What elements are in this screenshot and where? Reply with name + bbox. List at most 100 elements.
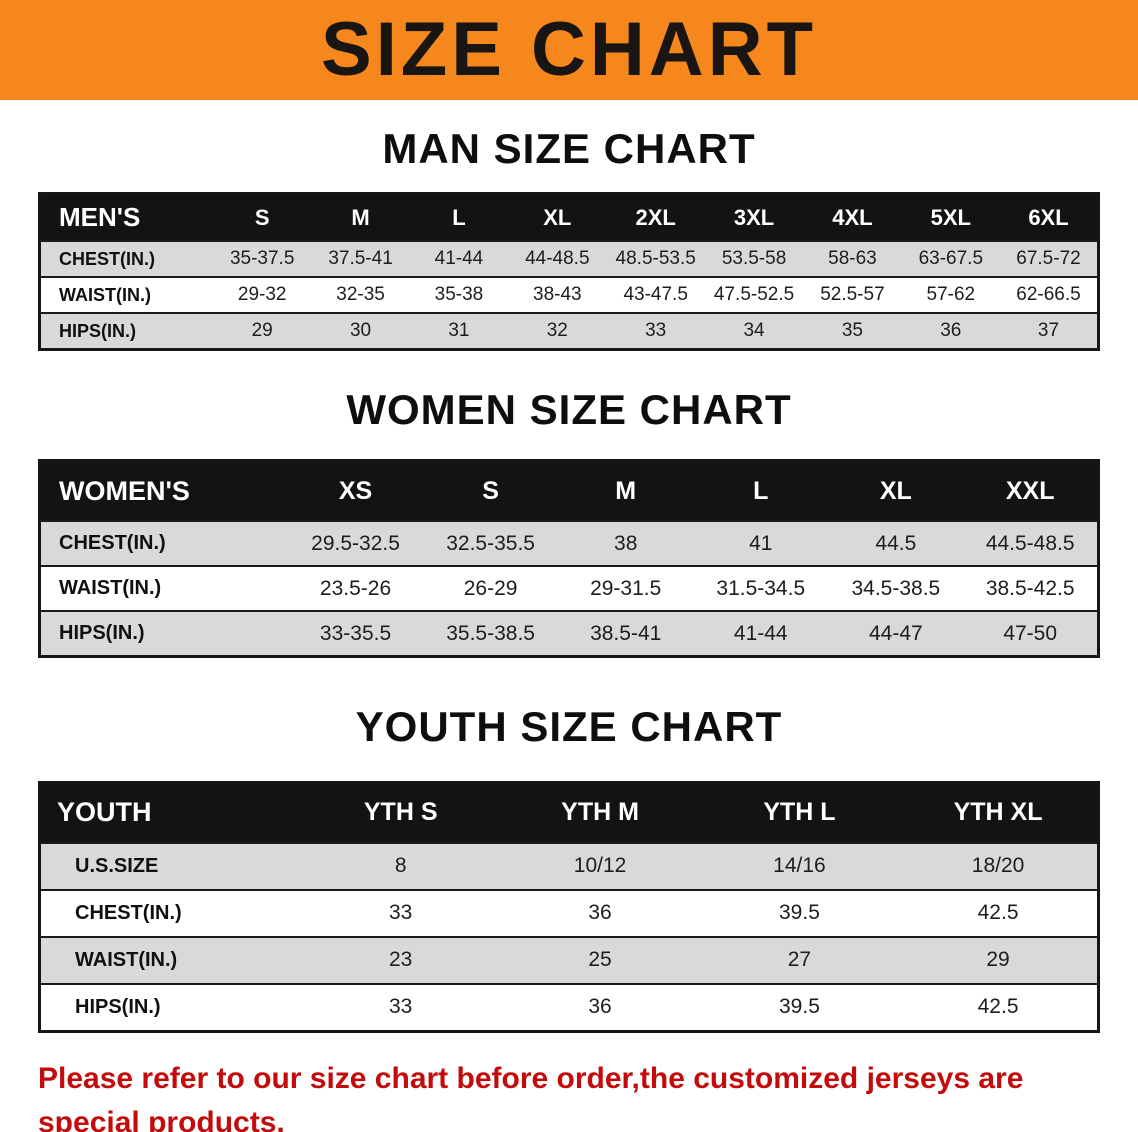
size-value-cell: 58-63 bbox=[828, 248, 877, 270]
table-title-cell: WOMEN'S bbox=[39, 460, 288, 522]
size-value-cell: 44-47 bbox=[868, 621, 923, 645]
size-column-header: XL bbox=[828, 460, 964, 522]
size-column-header: YTH L bbox=[699, 782, 900, 843]
size-value-cell: 37 bbox=[1037, 320, 1060, 342]
size-value-cell: 39.5 bbox=[779, 901, 820, 925]
size-column-header: XXL bbox=[963, 460, 1099, 522]
size-value-cell: 32.5-35.5 bbox=[446, 531, 535, 555]
table-header-row: MEN'S S M L XL 2XL 3XL 4XL 5XL 6XL bbox=[39, 193, 1099, 242]
size-column-header: L bbox=[409, 193, 509, 242]
size-value-cell: 38.5-42.5 bbox=[985, 576, 1075, 600]
size-value-cell: 53.5-58 bbox=[721, 248, 787, 270]
size-value-cell: 42.5 bbox=[977, 995, 1019, 1019]
size-column-header: YTH M bbox=[500, 782, 700, 843]
size-value-cell: 36 bbox=[940, 320, 962, 342]
size-column-header: 3XL bbox=[704, 193, 804, 242]
size-value-cell: 38 bbox=[614, 531, 638, 555]
size-value-cell: 52.5-57 bbox=[820, 284, 885, 306]
size-value-cell: 44-48.5 bbox=[525, 248, 590, 270]
row-label-cell: WAIST(IN.) bbox=[59, 284, 151, 305]
women-section-heading: WOMEN SIZE CHART bbox=[346, 386, 792, 434]
table-row: WAIST(IN.) 23 25 27 29 bbox=[39, 936, 1099, 984]
size-column-header: S bbox=[423, 460, 559, 522]
row-label-cell: CHEST(IN.) bbox=[59, 532, 166, 555]
table-row: HIPS(IN.) 33 36 39.5 42.5 bbox=[39, 983, 1099, 1032]
size-value-cell: 47-50 bbox=[1003, 621, 1058, 645]
title-banner: SIZE CHART bbox=[0, 0, 1138, 100]
table-header-row: WOMEN'S XS S M L XL XXL bbox=[39, 460, 1099, 522]
table-row: CHEST(IN.) 35-37.5 37.5-41 41-44 44-48.5 48.5… bbox=[39, 241, 1099, 278]
size-value-cell: 35.5-38.5 bbox=[446, 621, 535, 645]
size-value-cell: 32 bbox=[546, 320, 568, 342]
footer-note-line-1: Please refer to our size chart before or… bbox=[38, 1061, 1024, 1132]
size-column-header: YTH XL bbox=[899, 782, 1099, 843]
size-column-header: XL bbox=[508, 193, 607, 242]
row-label-cell: WAIST(IN.) bbox=[75, 948, 178, 971]
size-value-cell: 44.5 bbox=[875, 531, 917, 555]
youth-section-heading: YOUTH SIZE CHART bbox=[355, 703, 783, 751]
row-label-cell: HIPS(IN.) bbox=[59, 320, 137, 341]
size-value-cell: 32-35 bbox=[336, 284, 385, 306]
size-column-header: XS bbox=[288, 460, 424, 522]
footer-note: Please refer to our size chart before or… bbox=[0, 1057, 1138, 1132]
size-value-cell: 18/20 bbox=[971, 854, 1025, 878]
size-value-cell: 36 bbox=[588, 901, 612, 925]
table-title-cell: MEN'S bbox=[39, 193, 213, 242]
size-value-cell: 47.5-52.5 bbox=[713, 284, 795, 306]
size-value-cell: 25 bbox=[588, 948, 612, 972]
table-row: WAIST(IN.) 29-32 32-35 35-38 38-43 43-47.5 47.… bbox=[39, 277, 1099, 314]
size-value-cell: 67.5-72 bbox=[1016, 248, 1081, 270]
table-header-row: YOUTH YTH S YTH M YTH L YTH XL bbox=[39, 782, 1099, 843]
size-value-cell: 35-38 bbox=[434, 284, 484, 306]
size-value-cell: 34 bbox=[743, 320, 765, 342]
size-column-header: M bbox=[311, 193, 410, 242]
size-value-cell: 35 bbox=[841, 320, 863, 342]
men-size-table: MEN'S S M L XL 2XL 3XL 4XL 5XL 6XL CHEST(IN.) 35-37… bbox=[38, 192, 1100, 352]
size-value-cell: 10/12 bbox=[573, 854, 627, 878]
size-value-cell: 30 bbox=[349, 320, 372, 342]
size-value-cell: 23 bbox=[389, 948, 413, 972]
youth-size-table: YOUTH YTH S YTH M YTH L YTH XL U.S.SIZE 8 10/12… bbox=[38, 780, 1100, 1033]
table-row: CHEST(IN.) 33 36 39.5 42.5 bbox=[39, 889, 1099, 937]
size-column-header: 4XL bbox=[803, 193, 902, 242]
size-value-cell: 31.5-34.5 bbox=[716, 576, 806, 600]
size-value-cell: 37.5-41 bbox=[328, 248, 393, 270]
size-column-header: YTH S bbox=[301, 782, 501, 843]
size-value-cell: 8 bbox=[394, 854, 407, 878]
size-value-cell: 63-67.5 bbox=[918, 248, 984, 270]
size-value-cell: 26-29 bbox=[463, 576, 518, 600]
size-value-cell: 42.5 bbox=[977, 901, 1019, 925]
size-value-cell: 39.5 bbox=[779, 995, 820, 1019]
size-column-header: 2XL bbox=[606, 193, 705, 242]
size-value-cell: 35-37.5 bbox=[229, 248, 295, 270]
women-size-table: WOMEN'S XS S M L XL XXL CHEST(IN.) 29.5-32.5 32.5… bbox=[38, 459, 1100, 659]
size-value-cell: 43-47.5 bbox=[623, 284, 688, 306]
size-value-cell: 33-35.5 bbox=[319, 621, 392, 645]
size-value-cell: 38-43 bbox=[533, 284, 582, 306]
table-row: U.S.SIZE 8 10/12 14/16 18/20 bbox=[39, 842, 1099, 890]
size-value-cell: 33 bbox=[389, 995, 413, 1019]
size-column-header: L bbox=[693, 460, 829, 522]
size-value-cell: 38.5-41 bbox=[590, 621, 662, 645]
size-value-cell: 41-44 bbox=[434, 248, 484, 270]
size-value-cell: 31 bbox=[448, 320, 470, 342]
size-column-header: S bbox=[213, 193, 312, 242]
size-value-cell: 34.5-38.5 bbox=[851, 576, 941, 600]
size-value-cell: 33 bbox=[389, 901, 413, 925]
page-title: SIZE CHART bbox=[321, 7, 817, 92]
size-value-cell: 29 bbox=[986, 948, 1010, 972]
size-value-cell: 29-32 bbox=[237, 284, 287, 306]
size-column-header: 6XL bbox=[1000, 193, 1099, 242]
size-value-cell: 48.5-53.5 bbox=[615, 248, 696, 270]
row-label-cell: HIPS(IN.) bbox=[75, 995, 161, 1018]
size-value-cell: 33 bbox=[645, 320, 667, 342]
size-value-cell: 41-44 bbox=[733, 621, 788, 645]
men-section-heading: MAN SIZE CHART bbox=[382, 125, 756, 172]
size-value-cell: 62-66.5 bbox=[1016, 284, 1081, 306]
size-value-cell: 29 bbox=[251, 320, 273, 342]
row-label-cell: WAIST(IN.) bbox=[59, 577, 162, 600]
row-label-cell: CHEST(IN.) bbox=[75, 901, 182, 924]
size-column-header: 5XL bbox=[901, 193, 1000, 242]
size-value-cell: 14/16 bbox=[773, 854, 826, 878]
